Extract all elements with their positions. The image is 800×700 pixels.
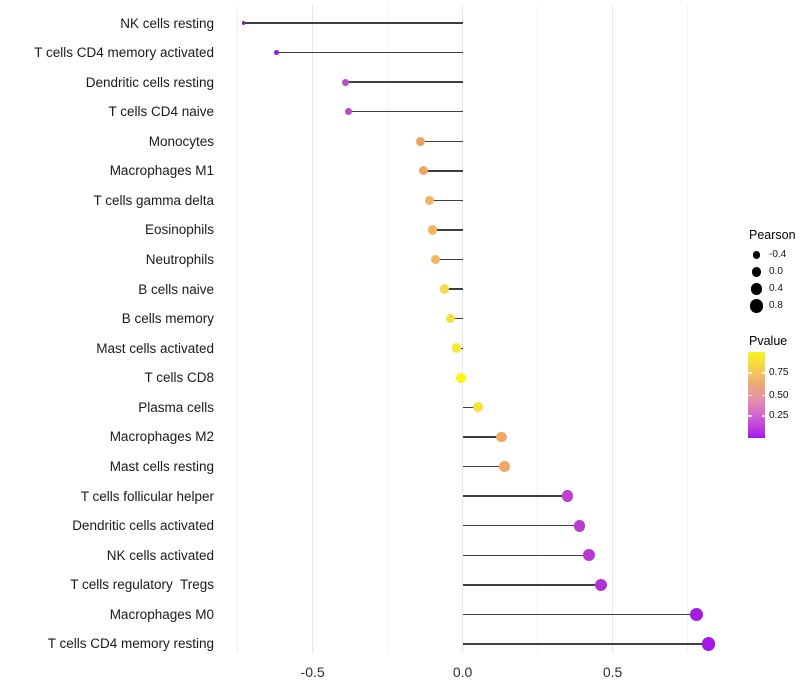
pvalue-tick-label: 0.50 <box>769 389 789 401</box>
y-axis-label: T cells regulatory Tregs <box>70 577 214 593</box>
y-axis-label: Macrophages M2 <box>109 429 214 445</box>
y-axis-label: B cells memory <box>121 311 214 327</box>
y-axis-label: Eosinophils <box>144 222 214 238</box>
lollipop-stem <box>462 406 478 409</box>
lollipop-dot <box>582 549 595 562</box>
size-legend-dot <box>749 299 764 313</box>
lollipop-dot <box>472 402 483 413</box>
lollipop-stem <box>423 170 463 172</box>
lollipop-dot <box>425 195 435 205</box>
lollipop-stem <box>462 524 580 527</box>
y-axis-label: Neutrophils <box>145 252 214 268</box>
y-axis-label: NK cells resting <box>120 15 214 31</box>
lollipop-dot <box>274 50 280 56</box>
size-legend-dot <box>752 251 761 259</box>
lollipop-stem <box>462 643 709 645</box>
lollipop-dot <box>496 431 507 443</box>
lollipop-stem <box>444 288 463 290</box>
major-gridline <box>612 5 614 653</box>
lollipop-dot <box>416 136 426 146</box>
lollipop-dot <box>701 637 716 651</box>
minor-gridline <box>687 5 689 653</box>
pearson-legend-title: Pearson <box>749 228 796 242</box>
lollipop-stem <box>348 110 463 113</box>
pvalue-gradient-tick-right <box>761 394 765 397</box>
y-axis-label: T cells CD4 naive <box>108 104 214 120</box>
lollipop-stem <box>243 22 463 24</box>
y-axis-label: NK cells activated <box>106 547 214 563</box>
y-axis-label: Macrophages M0 <box>109 606 214 622</box>
pvalue-gradient-tick-right <box>761 372 765 374</box>
x-axis-tick-label: -0.5 <box>300 664 325 680</box>
lollipop-dot <box>344 108 353 116</box>
lollipop-dot <box>341 78 350 86</box>
size-legend-label: 0.0 <box>769 266 783 277</box>
y-axis-label: T cells CD4 memory activated <box>34 45 214 61</box>
major-gridline <box>462 5 464 653</box>
minor-gridline <box>237 5 239 653</box>
lollipop-dot <box>451 343 462 354</box>
lollipop-stem <box>462 584 601 586</box>
size-legend-label: 0.8 <box>769 300 783 311</box>
lollipop-dot <box>456 372 466 383</box>
x-axis-tick-label: 0.5 <box>602 664 623 680</box>
plot-panel <box>222 5 732 653</box>
y-axis-label: T cells gamma delta <box>93 192 214 208</box>
y-axis-label: T cells follicular helper <box>80 488 214 504</box>
y-axis-label: T cells CD8 <box>144 370 214 386</box>
y-axis-label: Macrophages M1 <box>109 163 214 179</box>
pvalue-gradient-bar <box>748 352 765 438</box>
lollipop-dot <box>445 313 456 324</box>
lollipop-stem <box>276 51 463 54</box>
lollipop-stem <box>432 229 463 231</box>
lollipop-dot <box>499 461 510 472</box>
lollipop-stem <box>435 258 463 261</box>
lollipop-stem <box>420 140 463 143</box>
lollipop-stem <box>450 317 463 320</box>
y-axis-label: Dendritic cells activated <box>72 518 214 534</box>
chart-legend: Pearson -0.4 0.0 0.4 0.8 Pvalue 0.75 0.50 0.2… <box>742 222 800 462</box>
pvalue-gradient-tick-left <box>748 415 752 417</box>
y-axis-label: Mast cells resting <box>109 459 214 475</box>
lollipop-dot <box>419 166 429 176</box>
pvalue-tick-label: 0.75 <box>769 366 789 378</box>
lollipop-stem <box>462 436 502 438</box>
lollipop-dot <box>689 607 704 622</box>
size-legend-label: -0.4 <box>769 249 787 260</box>
pvalue-gradient-tick-right <box>761 415 765 417</box>
y-axis-label: Plasma cells <box>138 399 214 415</box>
pvalue-gradient-tick-left <box>748 394 752 397</box>
lollipop-dot <box>439 284 450 294</box>
pvalue-legend-title: Pvalue <box>749 334 788 348</box>
lollipop-dot <box>573 519 586 532</box>
lollipop-dot <box>561 490 574 502</box>
lollipop-stem <box>462 495 568 497</box>
y-axis-label: Dendritic cells resting <box>85 74 214 90</box>
lollipop-stem <box>429 199 463 202</box>
minor-gridline <box>537 5 539 653</box>
lollipop-stem <box>462 554 589 556</box>
x-axis-tick-label: 0.0 <box>452 664 473 680</box>
size-legend-dot <box>750 283 763 295</box>
lollipop-dot <box>428 225 438 235</box>
lollipop-dot <box>241 21 246 25</box>
y-axis-label: T cells CD4 memory resting <box>47 636 214 652</box>
minor-gridline <box>387 5 389 653</box>
y-axis-label: Monocytes <box>148 133 214 149</box>
pvalue-gradient-tick-left <box>748 372 752 374</box>
lollipop-dot <box>430 254 441 265</box>
y-axis-label: B cells naive <box>138 281 214 297</box>
size-legend-dot <box>751 267 762 277</box>
size-legend-label: 0.4 <box>769 283 783 294</box>
lollipop-stem <box>345 81 463 83</box>
lollipop-dot <box>594 578 607 591</box>
lollipop-stem <box>462 465 505 468</box>
major-gridline <box>312 5 314 653</box>
pvalue-tick-label: 0.25 <box>769 409 789 421</box>
lollipop-stem <box>462 613 697 616</box>
y-axis-label: Mast cells activated <box>96 340 214 356</box>
